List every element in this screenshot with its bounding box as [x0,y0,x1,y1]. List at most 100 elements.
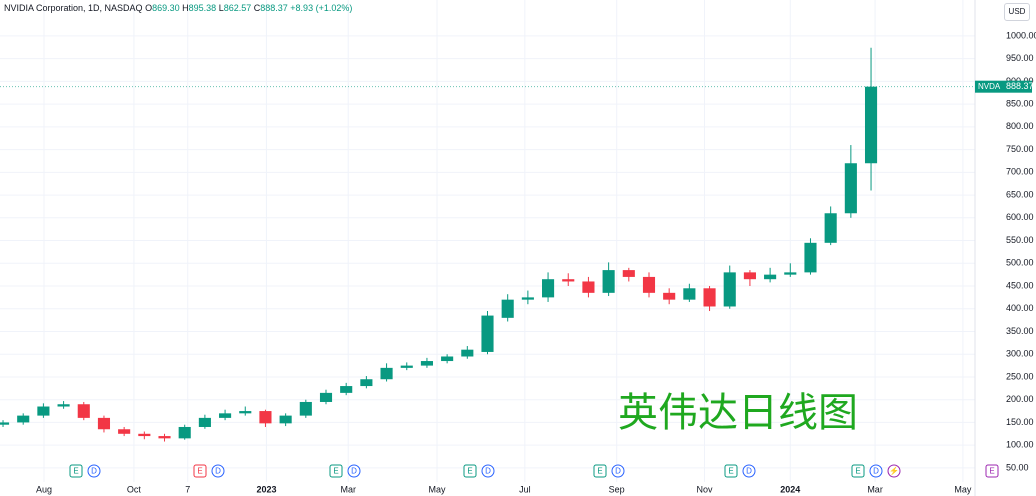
event-badge [69,464,83,478]
candle-body [0,422,10,425]
candle-body [400,365,413,368]
y-tick-label: 100.00 [1006,440,1034,450]
candle-body [562,279,575,282]
y-tick-label: 600.00 [1006,212,1034,222]
price-tag-symbol: NVDA [978,82,1001,91]
candle-body [37,406,50,416]
event-marker[interactable]: E [593,464,607,478]
candle-body [17,415,30,423]
candle-body [602,270,615,293]
event-badge [611,464,625,478]
o-label: O [145,3,153,13]
candle-body [844,163,857,214]
y-tick-label: 650.00 [1006,189,1034,199]
y-tick-label: 950.00 [1006,53,1034,63]
candle-body [380,367,393,380]
event-badge [329,464,343,478]
l-label: L [218,3,224,13]
event-label: E [728,467,733,476]
candle-body [420,361,433,366]
event-marker[interactable]: D [481,464,495,478]
price-tag [975,80,1032,93]
event-marker[interactable]: E [329,464,343,478]
candle-body [158,436,171,439]
event-marker[interactable]: E [724,464,738,478]
event-marker[interactable]: E [69,464,83,478]
event-badge [724,464,738,478]
candle-body [340,386,353,393]
y-tick-label: 450.00 [1006,280,1034,290]
x-tick-label: Oct [127,484,142,494]
x-tick-label: Mar [340,484,356,494]
c-label: C [253,3,261,13]
event-label: E [73,467,78,476]
candle-body [198,417,211,427]
event-badge [87,464,101,478]
y-tick-label: 500.00 [1006,258,1034,268]
x-tick-label: Mar [867,484,883,494]
event-marker[interactable]: E [463,464,477,478]
candle-body [239,411,252,414]
candle-body [824,213,837,243]
event-label: D [351,467,357,476]
event-label: E [467,467,472,476]
event-label: ⚡ [889,466,899,476]
y-tick-label: 700.00 [1006,167,1034,177]
candle-body [521,297,534,300]
event-label: D [615,467,621,476]
event-marker[interactable]: D [211,464,225,478]
event-badge [347,464,361,478]
candle-body [804,242,817,273]
candle-body [57,404,70,407]
y-tick-label: 850.00 [1006,99,1034,109]
x-tick-label: May [954,484,972,494]
event-marker[interactable]: E [193,464,207,478]
event-marker[interactable]: D [87,464,101,478]
candle-body [178,426,191,439]
event-label: D [485,467,491,476]
h-label: H [182,3,189,13]
event-marker[interactable]: D [347,464,361,478]
candle-body [864,86,878,164]
candle-body [663,292,676,300]
header: NVIDIA Corporation, 1D, NASDAQ O869.30 H… [4,3,352,13]
event-label: D [215,467,221,476]
change: +8.93 (+1.02%) [290,3,353,13]
candle-body [118,429,131,434]
candle-body [703,288,716,307]
event-badge [593,464,607,478]
c-value: 888.37 [260,3,288,13]
event-marker[interactable]: D [611,464,625,478]
x-tick-label: May [429,484,447,494]
y-tick-label: 150.00 [1006,417,1034,427]
event-marker[interactable]: D [869,464,883,478]
event-label: E [597,467,602,476]
candle-body [299,401,312,416]
event-marker[interactable]: E [851,464,865,478]
event-badge [742,464,756,478]
event-label: D [873,467,879,476]
candle-body [77,404,90,418]
event-label: D [91,467,97,476]
y-tick-label: 400.00 [1006,303,1034,313]
event-marker[interactable]: ⚡ [887,464,901,478]
y-tick-label: 200.00 [1006,394,1034,404]
watermark: 英伟达日线图 [618,390,858,436]
event-marker[interactable]: D [742,464,756,478]
event-badge [211,464,225,478]
candle-body [97,417,111,430]
candle-body [501,299,514,318]
event-label: E [989,467,994,476]
event-marker[interactable]: E [985,464,999,478]
currency-button[interactable]: USD [1004,3,1030,21]
event-badge [985,464,999,478]
candle-body [582,281,595,293]
h-value: 895.38 [188,3,217,13]
y-tick-label: 1000.00 [1006,30,1036,40]
candle-body [138,433,151,437]
event-label: D [746,467,752,476]
y-tick-label: 50.00 [1006,462,1029,472]
